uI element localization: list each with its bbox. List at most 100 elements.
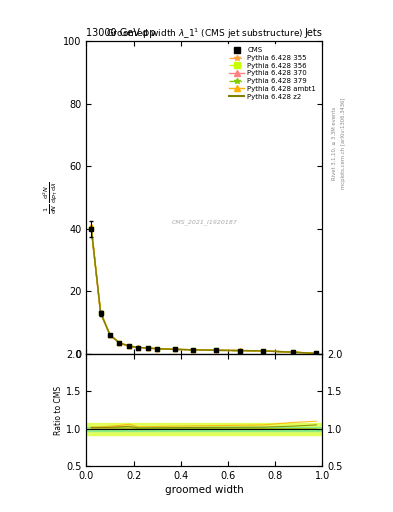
Pythia 6.428 355	[314, 350, 319, 356]
Pythia 6.428 ambt1	[136, 344, 141, 350]
Pythia 6.428 356	[117, 340, 122, 346]
Pythia 6.428 370	[145, 345, 150, 351]
Pythia 6.428 370	[290, 349, 295, 355]
Pythia 6.428 379	[127, 343, 131, 349]
Pythia 6.428 ambt1	[173, 346, 177, 352]
Pythia 6.428 ambt1	[98, 309, 103, 315]
Pythia 6.428 355	[89, 224, 94, 230]
Pythia 6.428 ambt1	[237, 348, 242, 354]
Pythia 6.428 370	[98, 310, 103, 316]
Pythia 6.428 z2	[108, 332, 112, 338]
Pythia 6.428 ambt1	[145, 345, 150, 351]
Pythia 6.428 z2	[89, 224, 94, 230]
Text: Jets: Jets	[305, 28, 322, 38]
Pythia 6.428 355	[127, 343, 131, 349]
Pythia 6.428 370	[314, 350, 319, 356]
Pythia 6.428 379	[145, 345, 150, 351]
Pythia 6.428 z2	[98, 310, 103, 316]
Pythia 6.428 z2	[290, 349, 295, 355]
Line: Pythia 6.428 z2: Pythia 6.428 z2	[91, 227, 316, 353]
Pythia 6.428 379	[89, 225, 94, 231]
Pythia 6.428 ambt1	[127, 343, 131, 349]
Pythia 6.428 379	[237, 348, 242, 354]
Pythia 6.428 355	[237, 348, 242, 354]
Pythia 6.428 379	[108, 332, 112, 338]
Pythia 6.428 356	[173, 346, 177, 352]
Pythia 6.428 356	[155, 346, 160, 352]
Pythia 6.428 355	[117, 340, 122, 346]
Pythia 6.428 379	[214, 347, 219, 353]
Pythia 6.428 356	[214, 347, 219, 353]
Bar	[86, 423, 322, 435]
Pythia 6.428 356	[98, 310, 103, 316]
Pythia 6.428 356	[89, 225, 94, 231]
Text: CMS_2021_I1920187: CMS_2021_I1920187	[171, 220, 237, 225]
Pythia 6.428 z2	[145, 345, 150, 351]
Pythia 6.428 355	[108, 332, 112, 338]
Pythia 6.428 370	[127, 343, 131, 349]
Pythia 6.428 370	[261, 348, 266, 354]
Pythia 6.428 356	[108, 332, 112, 338]
Pythia 6.428 370	[214, 347, 219, 353]
Pythia 6.428 355	[145, 345, 150, 351]
Pythia 6.428 379	[117, 340, 122, 346]
Pythia 6.428 379	[98, 310, 103, 316]
Pythia 6.428 370	[155, 346, 160, 352]
Bar	[86, 427, 322, 431]
Line: Pythia 6.428 379: Pythia 6.428 379	[89, 225, 318, 355]
Pythia 6.428 370	[108, 332, 112, 338]
Line: Pythia 6.428 355: Pythia 6.428 355	[89, 225, 318, 355]
X-axis label: groomed width: groomed width	[165, 485, 244, 495]
Pythia 6.428 370	[237, 348, 242, 354]
Pythia 6.428 z2	[214, 347, 219, 353]
Pythia 6.428 370	[173, 346, 177, 352]
Line: Pythia 6.428 ambt1: Pythia 6.428 ambt1	[89, 224, 318, 355]
Pythia 6.428 ambt1	[117, 339, 122, 346]
Text: mcplots.cern.ch [arXiv:1306.3436]: mcplots.cern.ch [arXiv:1306.3436]	[341, 98, 346, 189]
Pythia 6.428 356	[145, 345, 150, 351]
Pythia 6.428 ambt1	[261, 348, 266, 354]
Pythia 6.428 z2	[237, 348, 242, 354]
Pythia 6.428 355	[214, 347, 219, 353]
Pythia 6.428 z2	[155, 346, 160, 352]
Pythia 6.428 ambt1	[214, 347, 219, 353]
Legend: CMS, Pythia 6.428 355, Pythia 6.428 356, Pythia 6.428 370, Pythia 6.428 379, Pyt: CMS, Pythia 6.428 355, Pythia 6.428 356,…	[226, 45, 319, 102]
Text: Rivet 3.1.10, ≥ 3.3M events: Rivet 3.1.10, ≥ 3.3M events	[332, 106, 337, 180]
Y-axis label: Ratio to CMS: Ratio to CMS	[55, 386, 63, 435]
Pythia 6.428 z2	[190, 347, 195, 353]
Line: Pythia 6.428 356: Pythia 6.428 356	[89, 226, 318, 355]
Pythia 6.428 379	[261, 348, 266, 354]
Pythia 6.428 355	[290, 349, 295, 355]
Pythia 6.428 356	[261, 348, 266, 354]
Pythia 6.428 370	[89, 225, 94, 231]
Pythia 6.428 355	[190, 347, 195, 353]
Pythia 6.428 355	[173, 346, 177, 352]
Pythia 6.428 z2	[261, 348, 266, 354]
Pythia 6.428 356	[314, 350, 319, 356]
Pythia 6.428 ambt1	[190, 347, 195, 353]
Pythia 6.428 ambt1	[314, 350, 319, 356]
Pythia 6.428 z2	[314, 350, 319, 356]
Line: Pythia 6.428 370: Pythia 6.428 370	[89, 226, 318, 355]
Pythia 6.428 356	[290, 349, 295, 355]
Pythia 6.428 379	[290, 349, 295, 355]
Pythia 6.428 379	[190, 347, 195, 353]
Pythia 6.428 355	[136, 345, 141, 351]
Pythia 6.428 z2	[127, 343, 131, 349]
Pythia 6.428 z2	[117, 340, 122, 346]
Pythia 6.428 ambt1	[155, 346, 160, 352]
Text: 13000 GeV pp: 13000 GeV pp	[86, 28, 156, 38]
Pythia 6.428 ambt1	[290, 349, 295, 355]
Pythia 6.428 355	[155, 346, 160, 352]
Pythia 6.428 z2	[136, 345, 141, 351]
Pythia 6.428 370	[190, 347, 195, 353]
Pythia 6.428 379	[136, 345, 141, 351]
Pythia 6.428 379	[314, 350, 319, 356]
Pythia 6.428 356	[237, 348, 242, 354]
Pythia 6.428 ambt1	[108, 332, 112, 338]
Pythia 6.428 379	[155, 346, 160, 352]
Pythia 6.428 379	[173, 346, 177, 352]
Pythia 6.428 370	[136, 345, 141, 351]
Y-axis label: $\frac{1}{\mathrm{d}N}\,\frac{\mathrm{d}^2 N}{\mathrm{d}p_\mathrm{T}\,\mathrm{d}: $\frac{1}{\mathrm{d}N}\,\frac{\mathrm{d}…	[42, 181, 61, 214]
Pythia 6.428 356	[190, 347, 195, 353]
